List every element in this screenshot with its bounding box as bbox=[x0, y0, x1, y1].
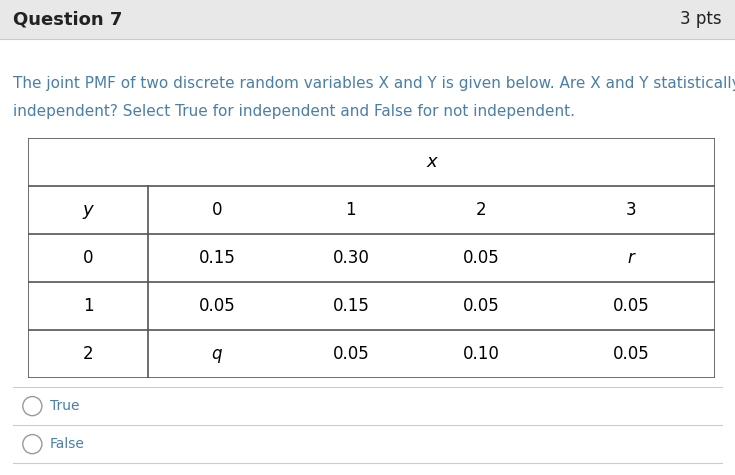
Text: 0.15: 0.15 bbox=[198, 249, 235, 266]
Text: 2: 2 bbox=[83, 345, 93, 362]
Text: 0.30: 0.30 bbox=[332, 249, 370, 266]
Text: True: True bbox=[50, 399, 79, 413]
Text: 0.05: 0.05 bbox=[198, 297, 235, 314]
Text: 0: 0 bbox=[212, 201, 222, 218]
Text: 3 pts: 3 pts bbox=[680, 10, 722, 28]
Text: independent? Select True for independent and False for not independent.: independent? Select True for independent… bbox=[13, 104, 576, 119]
Text: 3: 3 bbox=[625, 201, 637, 218]
Text: 0.05: 0.05 bbox=[463, 249, 500, 266]
Text: Question 7: Question 7 bbox=[13, 10, 123, 28]
Text: r: r bbox=[628, 249, 634, 266]
Text: q: q bbox=[212, 345, 222, 362]
Text: 0.05: 0.05 bbox=[612, 297, 649, 314]
Text: 0.05: 0.05 bbox=[463, 297, 500, 314]
Text: 1: 1 bbox=[83, 297, 93, 314]
Text: 1: 1 bbox=[345, 201, 356, 218]
Text: 0.10: 0.10 bbox=[463, 345, 500, 362]
Text: 2: 2 bbox=[476, 201, 487, 218]
Text: False: False bbox=[50, 437, 85, 451]
Text: x: x bbox=[426, 153, 437, 171]
Text: y: y bbox=[83, 201, 93, 218]
Text: The joint PMF of two discrete random variables X and Y is given below. Are X and: The joint PMF of two discrete random var… bbox=[13, 76, 735, 91]
Text: 0.15: 0.15 bbox=[332, 297, 370, 314]
Text: 0.05: 0.05 bbox=[612, 345, 649, 362]
Text: 0: 0 bbox=[83, 249, 93, 266]
Text: 0.05: 0.05 bbox=[332, 345, 369, 362]
